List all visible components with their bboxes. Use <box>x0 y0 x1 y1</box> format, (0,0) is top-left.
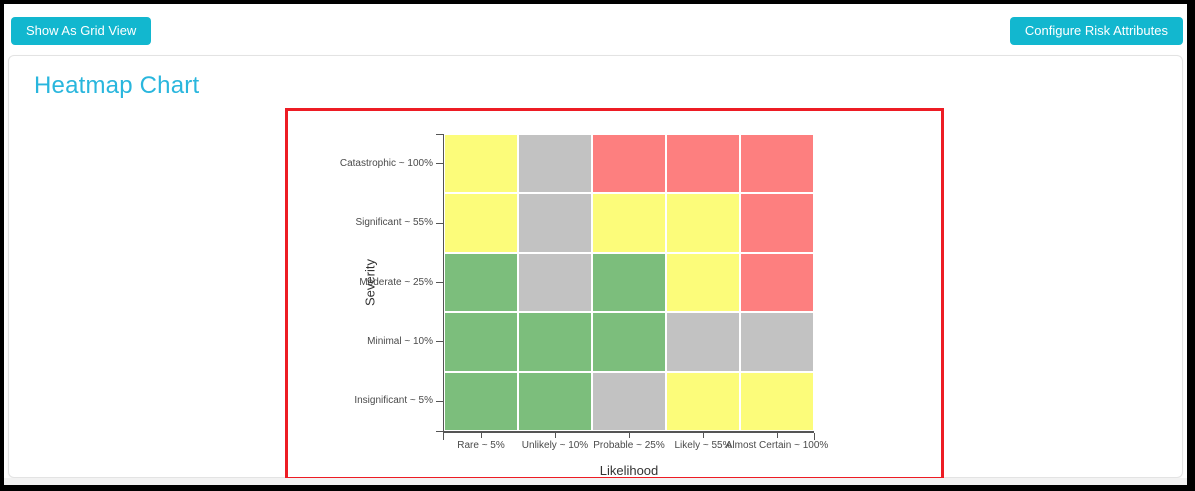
heatmap-cell[interactable] <box>592 252 666 313</box>
heatmap-cell[interactable] <box>666 193 740 253</box>
heatmap-cell[interactable] <box>740 312 814 372</box>
x-axis-tick-label: Rare ~ 5% <box>457 440 505 451</box>
x-axis-tick <box>702 432 704 438</box>
y-axis-tick-label: Insignificant ~ 5% <box>354 395 433 407</box>
y-axis-tick <box>436 282 443 283</box>
y-axis-title: Severity <box>362 259 378 306</box>
x-axis-title: Likelihood <box>599 463 659 478</box>
content-panel: Heatmap Chart Catastrophic ~ 100% Signifi… <box>8 55 1183 480</box>
heatmap-cell[interactable] <box>518 134 592 194</box>
y-axis-tick <box>436 222 443 224</box>
heatmap-cell[interactable] <box>444 371 518 431</box>
heatmap-cell[interactable] <box>444 312 518 372</box>
x-axis-tick <box>776 432 778 438</box>
y-axis-tick-label: Catastrophic ~ 100% <box>339 157 433 169</box>
heatmap-cell[interactable] <box>592 312 666 372</box>
x-axis-edge-tick <box>814 432 815 440</box>
heatmap-cell[interactable] <box>666 312 740 372</box>
page-bottom-strip <box>4 478 1187 485</box>
heatmap-chart-container: Catastrophic ~ 100% Significant ~ 55% Mode… <box>285 108 944 480</box>
heatmap-cell[interactable] <box>518 312 592 372</box>
y-axis-tick-label: Moderate ~ 25% <box>359 276 433 288</box>
heatmap-cell[interactable] <box>444 193 518 253</box>
heatmap-cell[interactable] <box>444 252 518 313</box>
show-as-grid-view-button[interactable]: Show As Grid View <box>11 17 152 45</box>
x-axis-tick <box>628 432 630 438</box>
heatmap-cell[interactable] <box>666 134 740 194</box>
y-axis-edge-tick <box>436 133 443 135</box>
heatmap-cell[interactable] <box>518 371 592 431</box>
y-axis-tick-label: Minimal ~ 10% <box>367 335 433 347</box>
x-axis-tick-label: Unlikely ~ 10% <box>521 440 589 451</box>
y-axis-edge-tick <box>436 430 443 432</box>
y-axis-tick <box>436 341 443 343</box>
heatmap-cell[interactable] <box>518 193 592 253</box>
x-axis-tick <box>554 432 556 438</box>
heatmap-cell[interactable] <box>740 371 814 431</box>
heatmap-cell[interactable] <box>740 193 814 253</box>
x-axis-line <box>442 431 814 433</box>
y-axis-line <box>442 134 444 433</box>
x-axis-tick-label: Probable ~ 25% <box>593 440 665 451</box>
heatmap-cell[interactable] <box>444 134 518 194</box>
heatmap-cell[interactable] <box>666 371 740 431</box>
heatmap-cell[interactable] <box>740 134 814 194</box>
heatmap-cell[interactable] <box>740 252 814 313</box>
heatmap-cell[interactable] <box>666 252 740 313</box>
configure-risk-attributes-button[interactable]: Configure Risk Attributes <box>1009 17 1183 45</box>
page-title: Heatmap Chart <box>34 72 200 99</box>
x-axis-tick-label: Likely ~ 55% <box>674 440 732 451</box>
y-axis-tick <box>436 163 443 165</box>
heatmap-cell[interactable] <box>592 134 666 194</box>
y-axis-tick-label: Significant ~ 55% <box>355 217 433 229</box>
y-axis-tick <box>436 400 443 402</box>
x-axis-tick-label: Almost Certain ~ 100% <box>725 440 829 451</box>
x-axis-tick <box>480 432 482 438</box>
heatmap-cell[interactable] <box>592 371 666 431</box>
heatmap-cell[interactable] <box>518 252 592 313</box>
x-axis-edge-tick <box>442 432 444 440</box>
heatmap-cell[interactable] <box>592 193 666 253</box>
